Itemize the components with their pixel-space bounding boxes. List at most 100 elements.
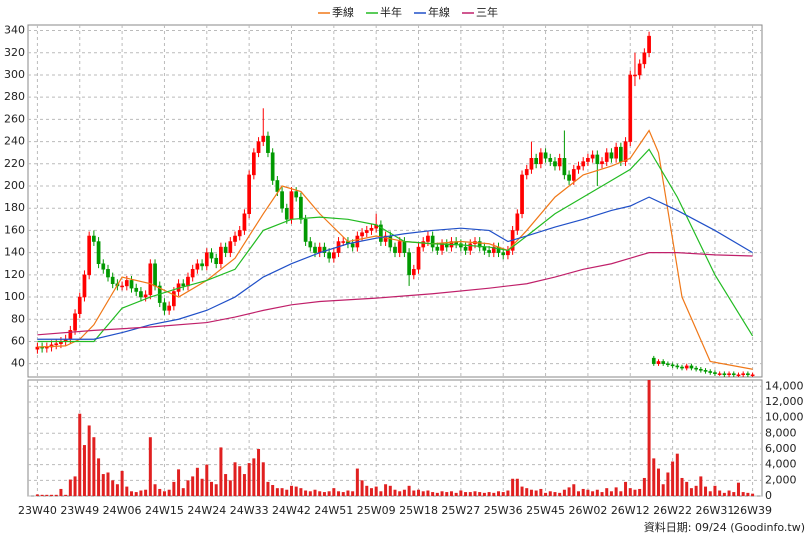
candle-body bbox=[750, 374, 755, 377]
volume-bar bbox=[177, 469, 181, 496]
y2-tick-label: 0 bbox=[765, 489, 772, 502]
y-tick-label: 220 bbox=[4, 157, 25, 170]
candle-body bbox=[261, 135, 266, 142]
volume-bar bbox=[115, 484, 119, 496]
y-tick-label: 160 bbox=[4, 223, 25, 236]
volume-bar bbox=[718, 490, 722, 496]
volume-bar bbox=[280, 488, 284, 496]
volume-bar bbox=[261, 462, 265, 496]
volume-bar bbox=[299, 488, 303, 496]
candle-body bbox=[303, 219, 308, 242]
volume-bar bbox=[379, 491, 383, 496]
candle-body bbox=[411, 269, 416, 276]
y2-tick-label: 2,000 bbox=[765, 473, 797, 486]
volume-bar bbox=[624, 481, 628, 496]
candle-body bbox=[477, 241, 482, 248]
candle-body bbox=[633, 74, 637, 77]
x-tick-label: 25W27 bbox=[441, 504, 480, 517]
candle-body bbox=[670, 364, 675, 367]
volume-bar bbox=[539, 488, 543, 496]
volume-bar bbox=[59, 488, 63, 496]
candle-body bbox=[468, 243, 473, 251]
candle-body bbox=[289, 191, 294, 220]
candle-body bbox=[237, 230, 242, 237]
candle-body bbox=[435, 246, 440, 251]
x-tick-label: 23W49 bbox=[60, 504, 99, 517]
candle-body bbox=[529, 157, 534, 170]
candle-body bbox=[73, 313, 77, 331]
volume-bar bbox=[520, 486, 524, 496]
volume-bar bbox=[398, 491, 402, 496]
y2-tick-label: 6,000 bbox=[765, 442, 797, 455]
x-tick-label: 23W40 bbox=[18, 504, 57, 517]
candle-body bbox=[204, 252, 209, 267]
candle-body bbox=[463, 246, 468, 251]
volume-bar bbox=[732, 492, 736, 496]
volume-bar bbox=[647, 380, 651, 496]
candle-body bbox=[82, 274, 87, 298]
volume-bar bbox=[97, 458, 101, 496]
candle-body bbox=[134, 287, 139, 292]
y-tick-label: 280 bbox=[4, 90, 25, 103]
candle-body bbox=[172, 291, 176, 307]
volume-bar bbox=[294, 486, 298, 496]
candle-body bbox=[280, 191, 284, 209]
candle-body bbox=[581, 161, 586, 167]
volume-bar bbox=[130, 491, 134, 496]
candle-body bbox=[515, 213, 520, 231]
candle-body bbox=[623, 141, 628, 162]
candle-body bbox=[524, 169, 529, 176]
y2-tick-label: 4,000 bbox=[765, 458, 797, 471]
x-tick-label: 26W22 bbox=[653, 504, 692, 517]
candle-body bbox=[331, 252, 336, 259]
candle-body bbox=[186, 276, 190, 287]
volume-bar bbox=[736, 482, 740, 496]
candle-body bbox=[379, 224, 383, 242]
volume-bar bbox=[727, 490, 731, 496]
volume-bar bbox=[266, 481, 270, 496]
x-tick-label: 24W15 bbox=[145, 504, 184, 517]
volume-bar bbox=[435, 492, 439, 496]
volume-bar bbox=[224, 474, 228, 496]
volume-bar bbox=[558, 492, 562, 496]
volume-bar bbox=[233, 462, 237, 496]
ma-line bbox=[37, 148, 754, 343]
candle-body bbox=[520, 174, 524, 215]
candle-body bbox=[233, 235, 237, 242]
volume-bar bbox=[186, 480, 190, 496]
y-tick-label: 100 bbox=[4, 290, 25, 303]
volume-bar bbox=[228, 480, 232, 496]
volume-bar bbox=[586, 489, 590, 496]
candle-body bbox=[190, 269, 195, 278]
y-tick-label: 240 bbox=[4, 135, 25, 148]
volume-bar bbox=[633, 489, 637, 496]
candle-body bbox=[393, 246, 397, 253]
candle-body bbox=[628, 74, 633, 142]
y-tick-label: 40 bbox=[11, 357, 25, 370]
candle-body bbox=[308, 241, 313, 248]
volume-bar bbox=[257, 448, 261, 496]
y-tick-label: 80 bbox=[11, 312, 25, 325]
volume-bar bbox=[501, 492, 505, 496]
y2-tick-label: 12,000 bbox=[765, 395, 804, 408]
x-tick-label: 25W09 bbox=[357, 504, 396, 517]
volume-bar bbox=[327, 491, 331, 496]
volume-bar bbox=[407, 485, 411, 496]
candle-body bbox=[364, 230, 369, 233]
volume-bar bbox=[548, 491, 552, 496]
candle-body bbox=[129, 280, 134, 289]
volume-bar bbox=[440, 491, 444, 496]
volume-bar bbox=[313, 489, 317, 496]
candle-body bbox=[228, 241, 233, 253]
volume-bar bbox=[35, 494, 39, 496]
y-tick-label: 120 bbox=[4, 268, 25, 281]
candle-body bbox=[313, 246, 317, 253]
candle-body bbox=[680, 366, 684, 369]
candle-body bbox=[614, 146, 618, 159]
candle-body bbox=[294, 191, 299, 198]
candle-body bbox=[106, 269, 110, 278]
candle-body bbox=[713, 372, 717, 374]
candle-body bbox=[153, 263, 157, 287]
volume-bar bbox=[308, 491, 312, 496]
candle-body bbox=[661, 361, 666, 364]
